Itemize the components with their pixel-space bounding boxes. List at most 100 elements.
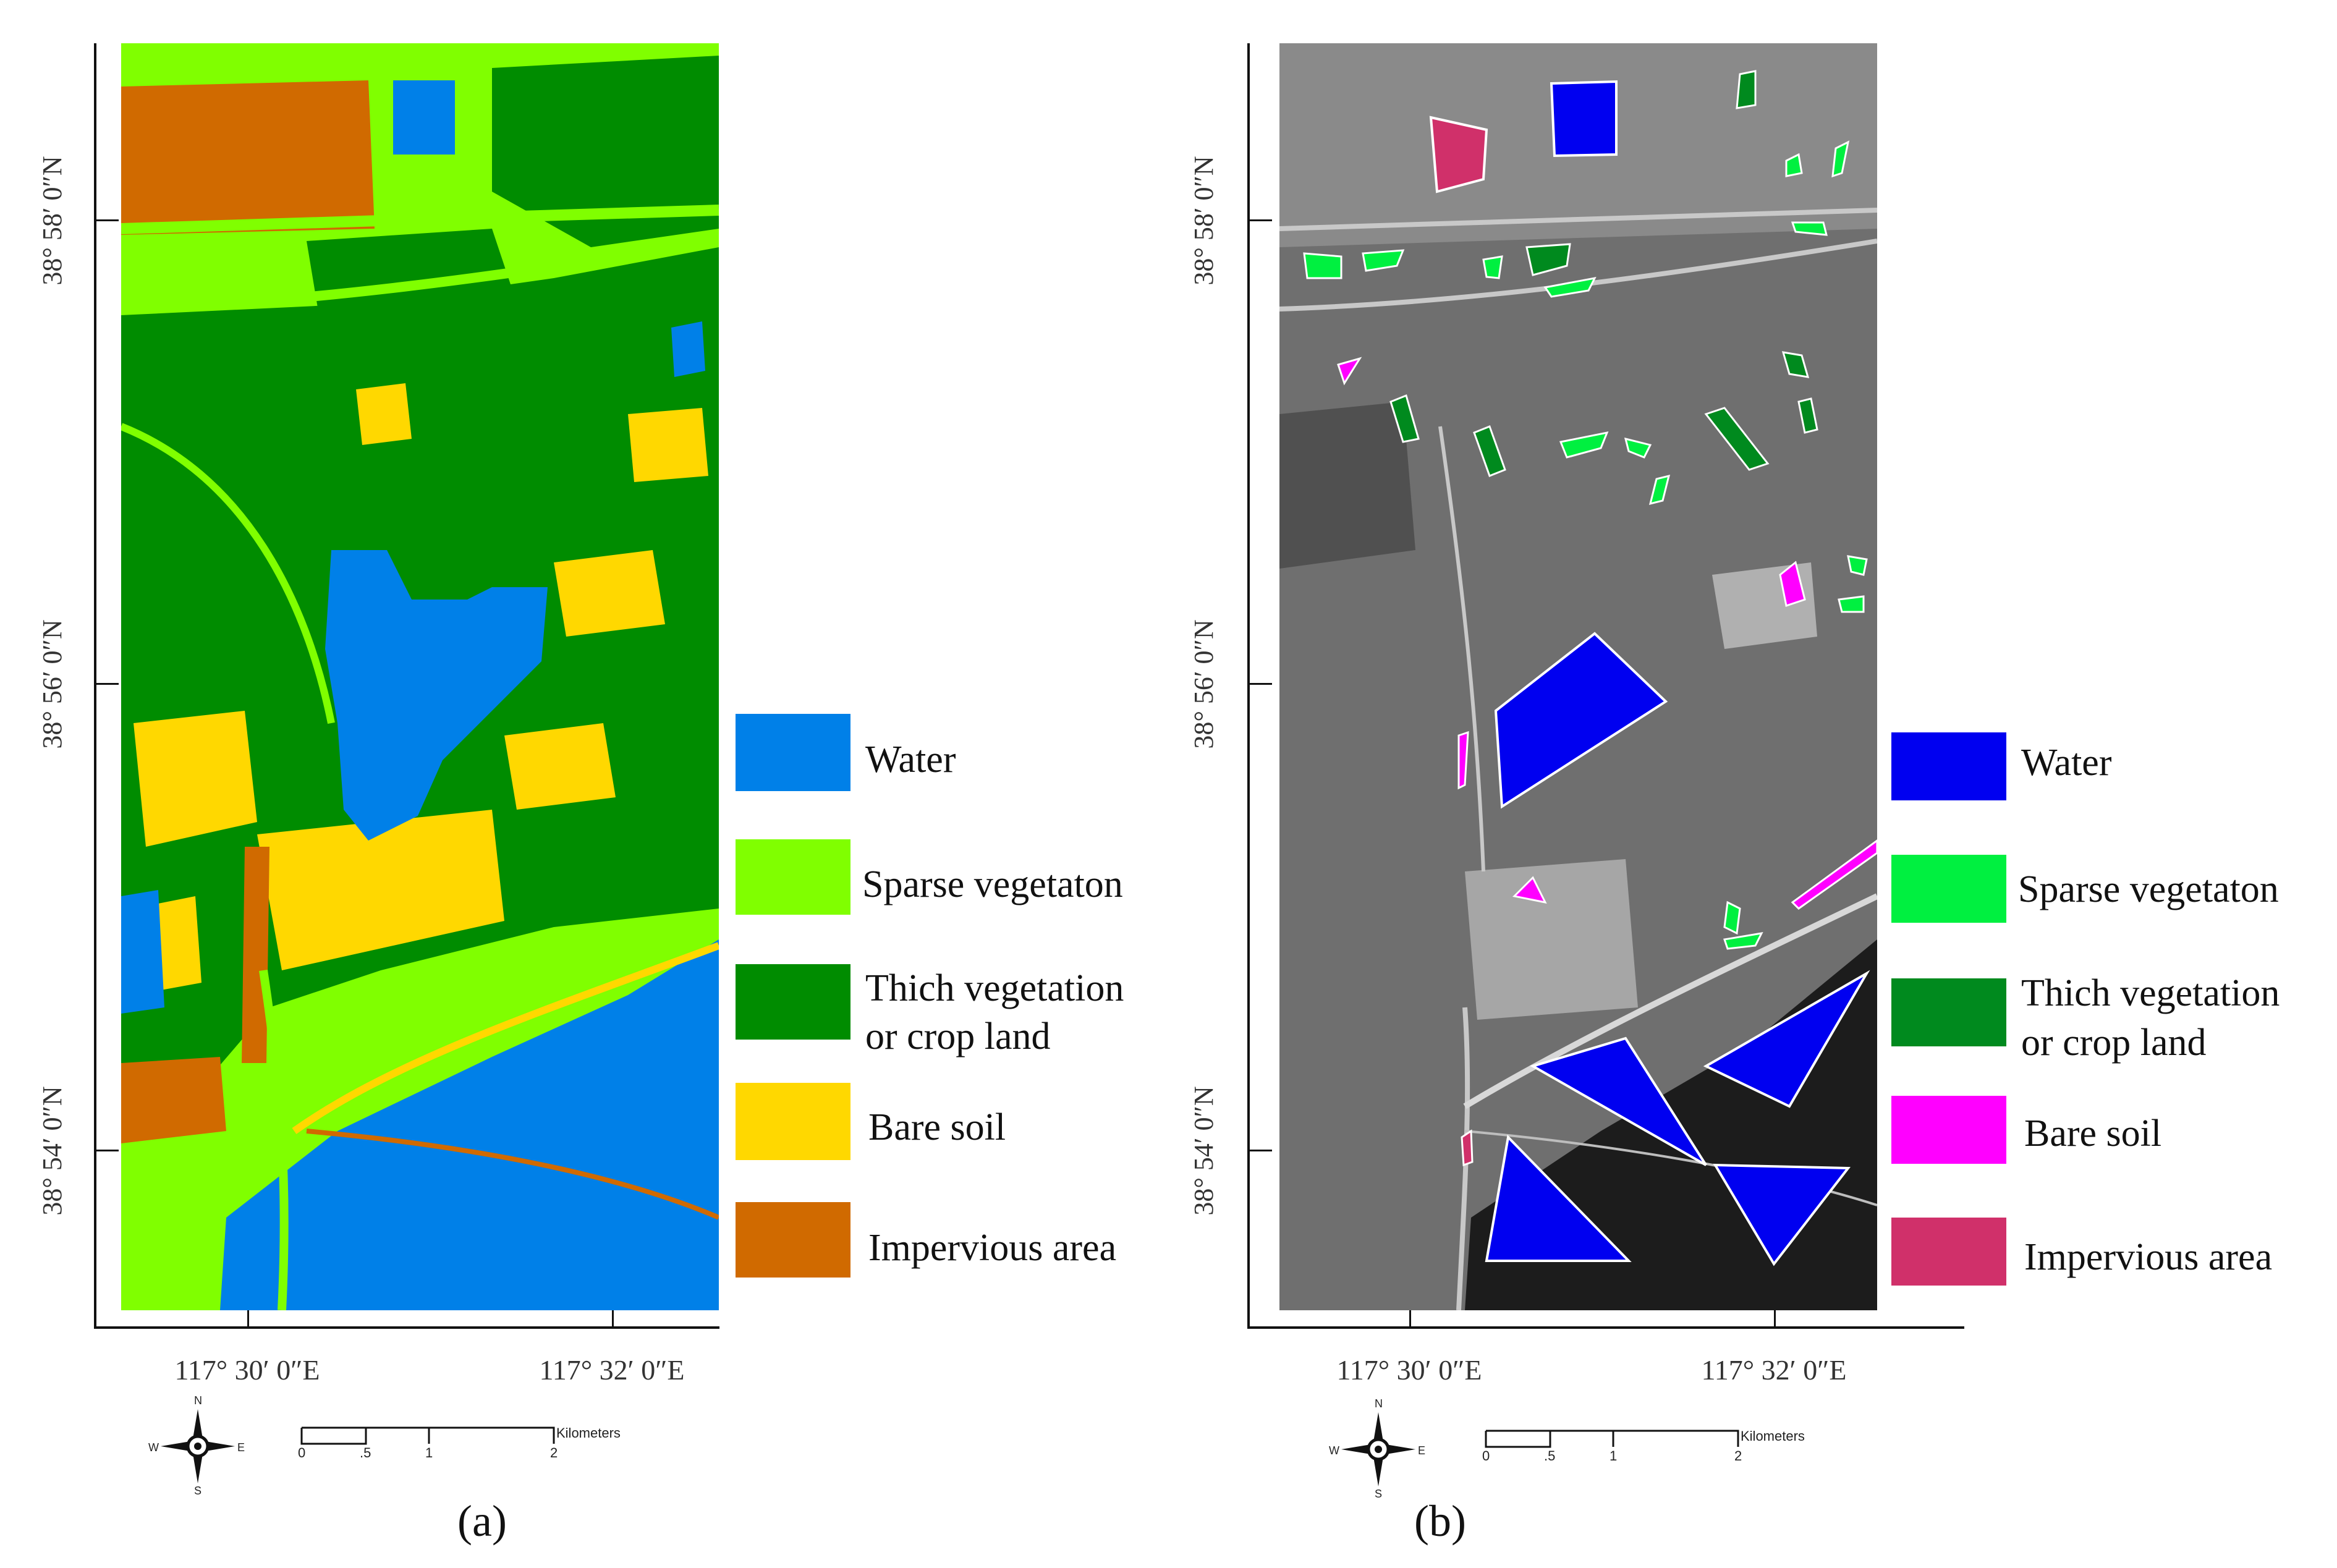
scale-tick-label: 0 — [298, 1445, 306, 1460]
panel-a: 38° 58′ 0″N 38° 56′ 0″N 38° 54′ 0″N 117°… — [0, 0, 1168, 1568]
water-sample — [1529, 1036, 1707, 1166]
water-sample — [1713, 1163, 1851, 1266]
road — [121, 236, 719, 314]
lat-tick — [1247, 219, 1272, 221]
legend-swatch — [1891, 1218, 2006, 1286]
road — [292, 942, 719, 1134]
water-body — [220, 939, 719, 1310]
sparse-vegetation-sample — [1559, 431, 1609, 459]
sparse-vegetation-sample — [1362, 249, 1405, 272]
sparse-vegetation-sample — [1543, 276, 1597, 298]
compass-e: E — [1418, 1444, 1426, 1457]
road — [259, 969, 289, 1310]
thick-vegetation-sample — [1473, 425, 1506, 477]
compass-n: N — [1375, 1397, 1383, 1410]
north-arrow: N S W E — [148, 1394, 247, 1497]
bare-soil-sample — [1457, 731, 1469, 790]
sparse-vegetation-sample — [1847, 555, 1868, 576]
bare-soil-sample — [1791, 839, 1877, 910]
legend-label: Impervious area — [2024, 1236, 2273, 1278]
scale-bar: Kilometers 0 .5 1 2 — [298, 1422, 622, 1460]
water-body — [121, 890, 164, 1014]
sparse-vegetation-sample — [1785, 153, 1803, 177]
legend-swatch — [736, 839, 850, 915]
legend-label: Bare soil — [2024, 1112, 2162, 1155]
sparse-vegetation-sample — [1838, 595, 1865, 613]
scale-tick-label: 1 — [425, 1445, 433, 1460]
panel-caption: (b) — [1414, 1496, 1466, 1546]
legend-label: Water — [2021, 742, 2112, 784]
bare-soil-area — [257, 810, 504, 970]
sparse-vegetation-sample — [1831, 140, 1850, 178]
legend-swatch — [736, 1083, 850, 1160]
impervious-area — [242, 847, 269, 1063]
legend-label-line2: or crop land — [2021, 1022, 2207, 1064]
legend-swatch — [736, 1202, 850, 1278]
legend-swatch — [1891, 855, 2006, 923]
urban-area — [1279, 402, 1415, 569]
legend-label: Thich vegetation — [865, 967, 1124, 1009]
compass-s: S — [1375, 1488, 1383, 1500]
sparse-vegetation-sample — [1303, 252, 1342, 279]
bare-soil-area — [628, 408, 708, 482]
compass-e: E — [237, 1441, 245, 1454]
compass-rose-icon — [161, 1409, 235, 1483]
compass-s: S — [194, 1485, 202, 1497]
lon-tick — [247, 1303, 249, 1328]
compass-rose-icon — [1341, 1412, 1415, 1486]
lat-tick — [94, 219, 119, 221]
impervious-area — [121, 80, 375, 235]
bare-soil-area — [134, 711, 257, 847]
legend-label: Water — [865, 739, 956, 781]
legend-swatch — [736, 714, 850, 791]
scale-tick-label: 0 — [1482, 1448, 1490, 1464]
legend-swatch — [736, 964, 850, 1040]
urban-area — [1465, 859, 1638, 1020]
impervious-sample — [1429, 116, 1488, 193]
lat-tick — [94, 683, 119, 685]
scale-unit: Kilometers — [1741, 1428, 1805, 1444]
legend-label: Impervious area — [868, 1227, 1117, 1269]
road — [121, 205, 719, 234]
lat-tick — [1247, 683, 1272, 685]
thick-vegetation-area — [492, 56, 719, 247]
lon-label: 117° 32′ 0″E — [1701, 1354, 1847, 1386]
water-body — [325, 550, 548, 841]
bare-soil-area — [356, 383, 412, 445]
north-arrow: N S W E — [1329, 1397, 1428, 1500]
impervious-sample — [1461, 1129, 1474, 1167]
thick-vegetation-sample — [1389, 394, 1420, 443]
classification-map — [121, 43, 719, 1310]
bare-soil-sample — [1779, 561, 1806, 607]
bottom-axis-line — [94, 1326, 719, 1329]
legend-label: Sparse vegetaton — [862, 863, 1123, 905]
scale-tick-label: .5 — [1544, 1448, 1556, 1464]
sparse-vegetation-sample — [1723, 901, 1741, 935]
legend-label-line2: or crop land — [865, 1015, 1051, 1057]
scale-bar-graphic — [300, 1426, 555, 1445]
lat-label: 38° 56′ 0″N — [1189, 619, 1219, 749]
lon-tick — [612, 1303, 614, 1328]
compass-w: W — [1329, 1444, 1339, 1457]
lon-tick — [1774, 1303, 1776, 1328]
sparse-vegetation-sample — [1791, 221, 1828, 236]
water-sample — [1550, 80, 1618, 158]
water-body — [393, 80, 455, 155]
road — [306, 1129, 719, 1220]
panel-caption: (a) — [457, 1496, 507, 1546]
thick-vegetation-sample — [1525, 243, 1571, 276]
road — [1279, 208, 1877, 231]
lat-tick — [94, 1150, 119, 1151]
legend-swatch — [1891, 732, 2006, 800]
compass-n: N — [194, 1394, 202, 1407]
lat-label: 38° 58′ 0″N — [1189, 156, 1219, 286]
lat-label: 38° 54′ 0″N — [37, 1086, 67, 1216]
lat-tick — [1247, 1150, 1272, 1151]
scale-tick-label: 2 — [1734, 1448, 1742, 1464]
road — [1438, 426, 1485, 872]
scale-unit: Kilometers — [556, 1425, 621, 1441]
scale-tick-label: 1 — [1610, 1448, 1618, 1464]
legend-swatch — [1891, 1096, 2006, 1164]
impervious-area — [121, 1057, 226, 1143]
bare-soil-area — [554, 550, 665, 637]
